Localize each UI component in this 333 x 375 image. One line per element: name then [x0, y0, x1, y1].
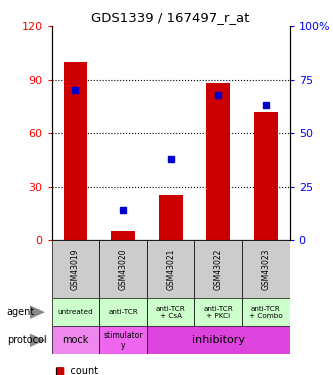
Bar	[159, 195, 182, 240]
Text: GSM43019: GSM43019	[71, 248, 80, 290]
Bar	[194, 240, 242, 298]
Title: GDS1339 / 167497_r_at: GDS1339 / 167497_r_at	[92, 11, 250, 24]
Text: GSM43021: GSM43021	[166, 248, 175, 290]
Text: ■  count: ■ count	[55, 366, 98, 375]
Bar	[147, 326, 290, 354]
Bar	[206, 83, 230, 240]
Text: stimulator
y: stimulator y	[103, 331, 143, 350]
Text: anti-TCR: anti-TCR	[108, 309, 138, 315]
Bar	[99, 240, 147, 298]
Polygon shape	[30, 334, 45, 347]
Bar	[194, 298, 242, 326]
Bar	[111, 231, 135, 240]
Text: GSM43023: GSM43023	[261, 248, 270, 290]
Text: anti-TCR
+ CsA: anti-TCR + CsA	[156, 306, 185, 319]
Bar	[99, 326, 147, 354]
Bar	[52, 240, 99, 298]
Text: GSM43022: GSM43022	[214, 248, 223, 290]
Text: protocol: protocol	[7, 335, 46, 345]
Text: ■: ■	[55, 366, 64, 375]
Text: anti-TCR
+ PKCi: anti-TCR + PKCi	[203, 306, 233, 319]
Text: mock: mock	[62, 335, 89, 345]
Polygon shape	[30, 305, 45, 319]
Bar	[147, 240, 194, 298]
Bar	[52, 298, 99, 326]
Text: untreated: untreated	[58, 309, 93, 315]
Bar	[242, 240, 290, 298]
Text: anti-TCR
+ Combo: anti-TCR + Combo	[249, 306, 283, 319]
Bar	[52, 326, 99, 354]
Text: inhibitory: inhibitory	[192, 335, 245, 345]
Bar	[99, 298, 147, 326]
Bar	[242, 298, 290, 326]
Bar	[147, 298, 194, 326]
Bar	[64, 62, 87, 240]
Text: agent: agent	[7, 307, 35, 317]
Bar	[254, 112, 278, 240]
Text: GSM43020: GSM43020	[119, 248, 128, 290]
